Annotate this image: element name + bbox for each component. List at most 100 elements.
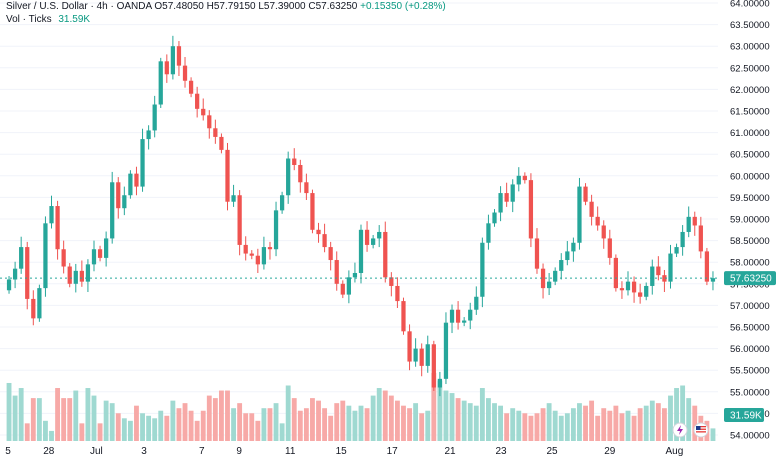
volume-bar [655,403,661,441]
candle-body [443,322,449,379]
candle-body [486,223,491,243]
volume-bar [425,410,431,441]
volume-bar [237,403,243,441]
candle-body [559,260,564,271]
candle-body [73,270,78,284]
candle-body [455,309,461,323]
candlesticks [6,35,716,397]
symbol-label[interactable]: Silver / U.S. Dollar · 4h · OANDA [6,1,152,12]
volume-bar [631,415,637,441]
volume-bar [188,410,194,441]
volume-bar [382,390,388,441]
us-flag-icon[interactable] [693,422,709,438]
candle-body [273,210,279,250]
volume-bar [297,410,303,441]
price-tick-label: 55.50000 [730,366,770,377]
ohlc-values: O57.48050 H57.79150 L57.39000 C57.63250 [154,1,358,12]
volume-bar [231,408,236,441]
volume-bar [637,408,643,441]
volume-label[interactable]: Vol · Ticks [6,14,52,25]
candle-body [625,281,631,291]
candle-body [170,46,176,75]
volume-bar [577,403,582,441]
price-tick-label: 58.00000 [730,258,770,269]
candle-body [231,195,236,202]
volume-bar [625,410,631,441]
volume-bar [279,423,285,441]
time-axis[interactable]: 5 28 Jul 3 7 9 11 15 17 21 23 25 29 Aug [5,446,683,457]
volume-bar [486,398,491,441]
volume-bar [261,408,267,441]
volume-bar [510,408,516,441]
volume-bar [158,410,164,441]
candle-body [201,108,206,116]
candle-body [601,225,606,239]
volume-bar [85,388,91,441]
volume-bar [443,390,449,441]
candle-body [498,193,503,213]
volume-bar [146,415,152,441]
volume-bar [449,393,455,441]
volume-bar [36,398,42,441]
price-tick-label: 60.50000 [730,150,770,161]
candle-body [644,285,649,297]
candle-body [267,247,273,250]
time-tick-label: 28 [43,446,55,457]
time-tick-label: 23 [495,446,507,457]
candle-body [662,275,667,282]
volume-bar [97,423,103,441]
volume-bar [206,395,212,441]
volume-bar [552,410,558,441]
candle-body [504,193,509,202]
volume-bar [504,413,510,441]
candle-body [255,255,260,265]
price-tick-label: 62.00000 [730,85,770,96]
volume-bar [291,398,297,441]
candle-body [358,229,364,273]
price-tick-label: 64.00000 [730,0,770,10]
candle-body [631,281,637,293]
volume-bar [613,405,619,441]
volume-bar [109,403,115,441]
candle-body [188,80,194,94]
candle-body [528,180,534,239]
volume-bar [358,405,364,441]
candle-body [364,229,370,245]
volume-bar [303,408,309,441]
volume-bar [285,385,291,441]
price-axis[interactable]: 64.00000 63.50000 63.00000 62.50000 62.00000… [730,0,770,442]
candle-body [195,93,200,109]
candle-body [449,309,455,323]
candle-body [128,173,133,196]
last-price-badge: 57.63250 [724,271,776,286]
volume-bar [170,400,176,441]
candle-body [534,238,540,269]
chart-grid [0,2,718,436]
volume-bar [73,390,79,441]
volume-bar [413,403,419,441]
last-price-label: 57.63250 [730,274,772,285]
time-tick-label: 15 [336,446,348,457]
candle-body [437,378,443,388]
price-tick-label: 55.00000 [730,387,770,398]
candle-body [340,283,345,295]
lightning-icon[interactable] [672,422,688,438]
candle-body [334,260,339,284]
volume-bar [182,403,188,441]
volume-bar [607,410,613,441]
candle-body [565,251,570,261]
candle-body [710,278,716,282]
volume-bar [394,400,400,441]
volume-bar [152,418,158,441]
volume-bar [601,408,607,441]
candle-body [395,285,400,302]
candle-body [61,249,66,267]
candle-body [19,247,24,269]
candle-body [104,238,109,258]
volume-bar [570,408,576,441]
time-tick-label: 17 [387,446,399,457]
candle-body [316,229,321,235]
volume-bar [249,413,255,441]
volume-bar [24,423,30,441]
